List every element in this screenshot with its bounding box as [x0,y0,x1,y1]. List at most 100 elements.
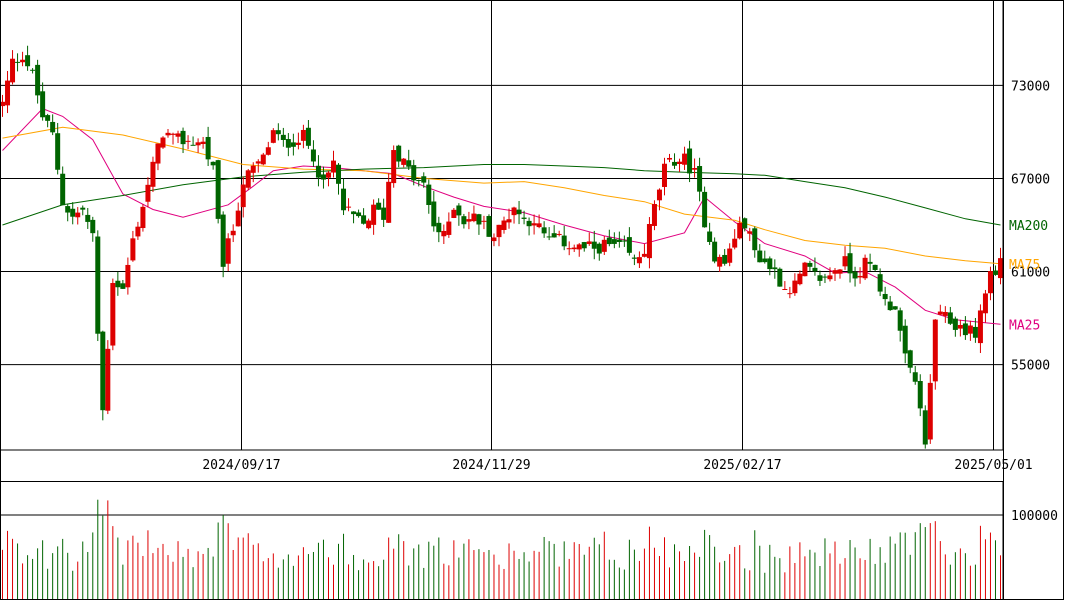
candle-body [501,220,507,230]
candle-body [767,258,773,270]
candle-body [100,331,106,411]
candle-body [867,261,873,264]
candle-body [977,310,983,344]
grid-layer [0,0,1003,516]
candle-body [190,144,196,146]
ma25-line [2,108,1001,325]
candle-body [561,235,567,247]
candle-body [601,239,607,252]
candle-body [692,168,698,170]
candle-body [656,189,662,201]
price-tick-label: 73000 [1011,79,1050,94]
candle-body [135,226,141,237]
candle-body [275,130,281,135]
candle-body [742,218,748,229]
ma-legend-ma75: MA75 [1009,258,1040,273]
candle-body [822,276,828,278]
candle-body [411,165,417,181]
candle-body [722,254,728,264]
candle-body [812,267,818,272]
candle-body [406,160,412,167]
candle-body [225,238,231,264]
candle-body [341,188,347,211]
candle-body [636,257,642,264]
candle-body [486,216,492,237]
candle-body [677,161,683,164]
candle-body [997,258,1003,279]
candle-body [737,222,743,239]
candle-body [55,133,61,170]
candle-body [672,161,678,166]
date-tick-label: 2025/05/01 [954,458,1032,473]
candle-body [431,201,437,227]
candle-body [20,59,26,63]
candle-body [837,269,843,274]
candle-body [436,222,442,233]
candle-layer [0,45,1003,449]
candle-body [295,142,301,145]
candle-body [315,165,321,178]
candle-body [531,223,537,226]
candle-body [270,130,276,143]
label-layer: 55000 61000 67000 73000 2024/09/17 2024/11/29… [202,79,1058,524]
candle-body [396,145,402,162]
candle-body [566,248,572,250]
candle-body [536,223,542,228]
ma-legend-ma25: MA25 [1009,318,1040,333]
candle-body [265,147,271,155]
candle-body [842,256,848,267]
candle-body [476,214,482,225]
candle-body [611,239,617,244]
candle-body [667,157,673,160]
candle-body [937,311,943,315]
candle-body [762,258,768,263]
candle-body [516,209,522,215]
candle-body [852,271,858,279]
date-tick-label: 2024/09/17 [202,458,280,473]
candle-body [682,153,688,165]
candle-body [150,161,156,187]
candle-body [220,214,226,267]
candle-body [541,227,547,234]
candle-body [366,220,372,229]
price-tick-label: 67000 [1011,172,1050,187]
candle-body [356,212,362,217]
candle-body [546,236,552,238]
candle-body [285,139,291,148]
candle-body [752,228,758,251]
candle-body [707,231,713,242]
candle-body [5,80,11,106]
candle-body [386,181,392,223]
candle-body [902,325,908,354]
date-tick-label: 2024/11/29 [452,458,530,473]
candle-body [857,275,863,278]
candle-body [80,207,86,210]
candle-body [917,381,923,409]
candle-body [982,293,988,314]
candle-body [45,115,51,121]
candle-body [471,213,477,222]
candle-body [0,101,6,107]
candle-body [526,220,532,227]
candle-body [952,318,958,330]
candle-body [185,140,191,142]
candle-body [180,130,186,145]
candle-body [260,154,266,165]
candle-body [310,149,316,162]
candle-body [887,301,893,311]
candle-body [446,221,452,235]
candle-body [641,253,647,257]
candle-body [466,219,472,222]
candle-body [250,165,256,173]
candle-body [491,237,497,242]
candle-body [626,237,632,253]
candle-body [165,132,171,136]
candle-body [877,274,883,292]
candle-body [421,176,427,183]
candle-body [967,325,973,334]
candle-body [240,184,246,208]
candle-body [616,239,622,243]
candle-body [932,319,938,382]
